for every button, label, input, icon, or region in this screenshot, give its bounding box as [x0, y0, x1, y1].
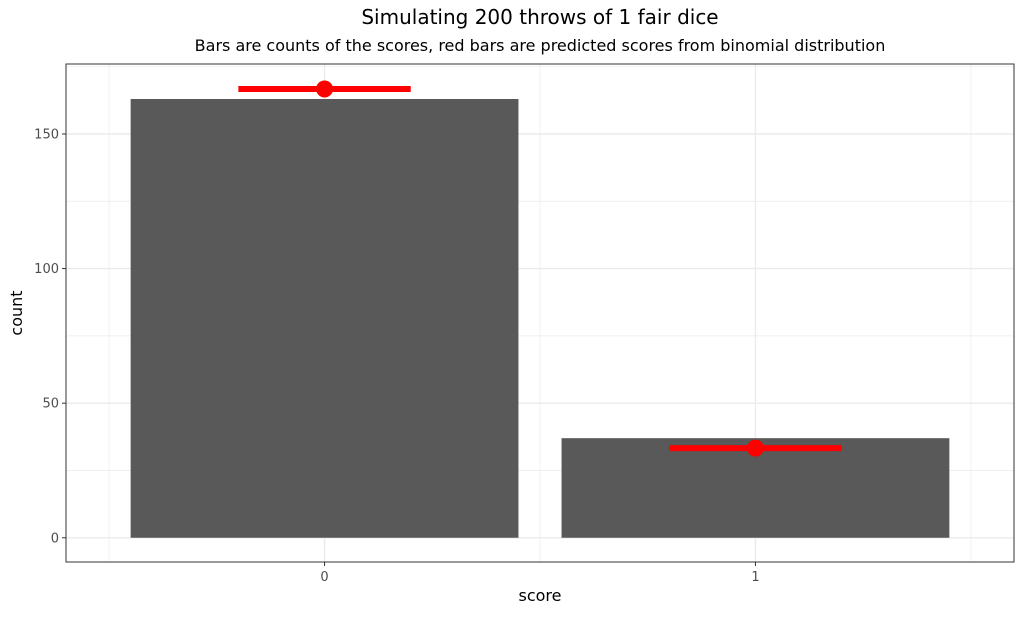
- predicted-point: [746, 439, 764, 457]
- x-axis-label: score: [519, 586, 562, 605]
- chart-subtitle: Bars are counts of the scores, red bars …: [195, 36, 886, 55]
- y-axis: 0 50 100 150: [34, 127, 66, 546]
- predicted-markers: [238, 80, 842, 457]
- panel-border: [65, 63, 1015, 563]
- y-tick-label: 50: [42, 397, 59, 412]
- predicted-point: [316, 80, 334, 98]
- x-tick-label: 0: [320, 570, 328, 585]
- chart-title: Simulating 200 throws of 1 fair dice: [361, 5, 718, 29]
- x-tick-label: 1: [751, 570, 759, 585]
- y-tick-label: 100: [34, 262, 59, 277]
- bars: [130, 98, 950, 538]
- y-tick-label: 150: [34, 127, 59, 142]
- y-tick-label: 0: [51, 531, 59, 546]
- y-axis-label: count: [7, 290, 26, 335]
- bar: [130, 98, 519, 538]
